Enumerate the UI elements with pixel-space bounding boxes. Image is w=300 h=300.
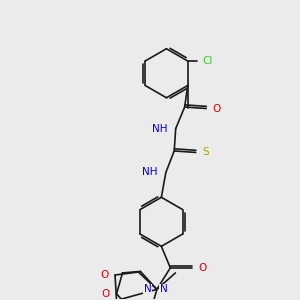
Text: Cl: Cl [202,56,213,66]
Text: N: N [144,284,152,294]
Text: NH: NH [152,124,167,134]
Text: O: O [213,103,221,113]
Text: N: N [160,284,168,294]
Text: N: N [160,284,168,294]
Text: NH: NH [142,167,158,178]
Text: S: S [202,148,209,158]
Text: O: O [101,270,109,280]
Text: O: O [102,289,110,299]
Text: O: O [198,263,207,273]
